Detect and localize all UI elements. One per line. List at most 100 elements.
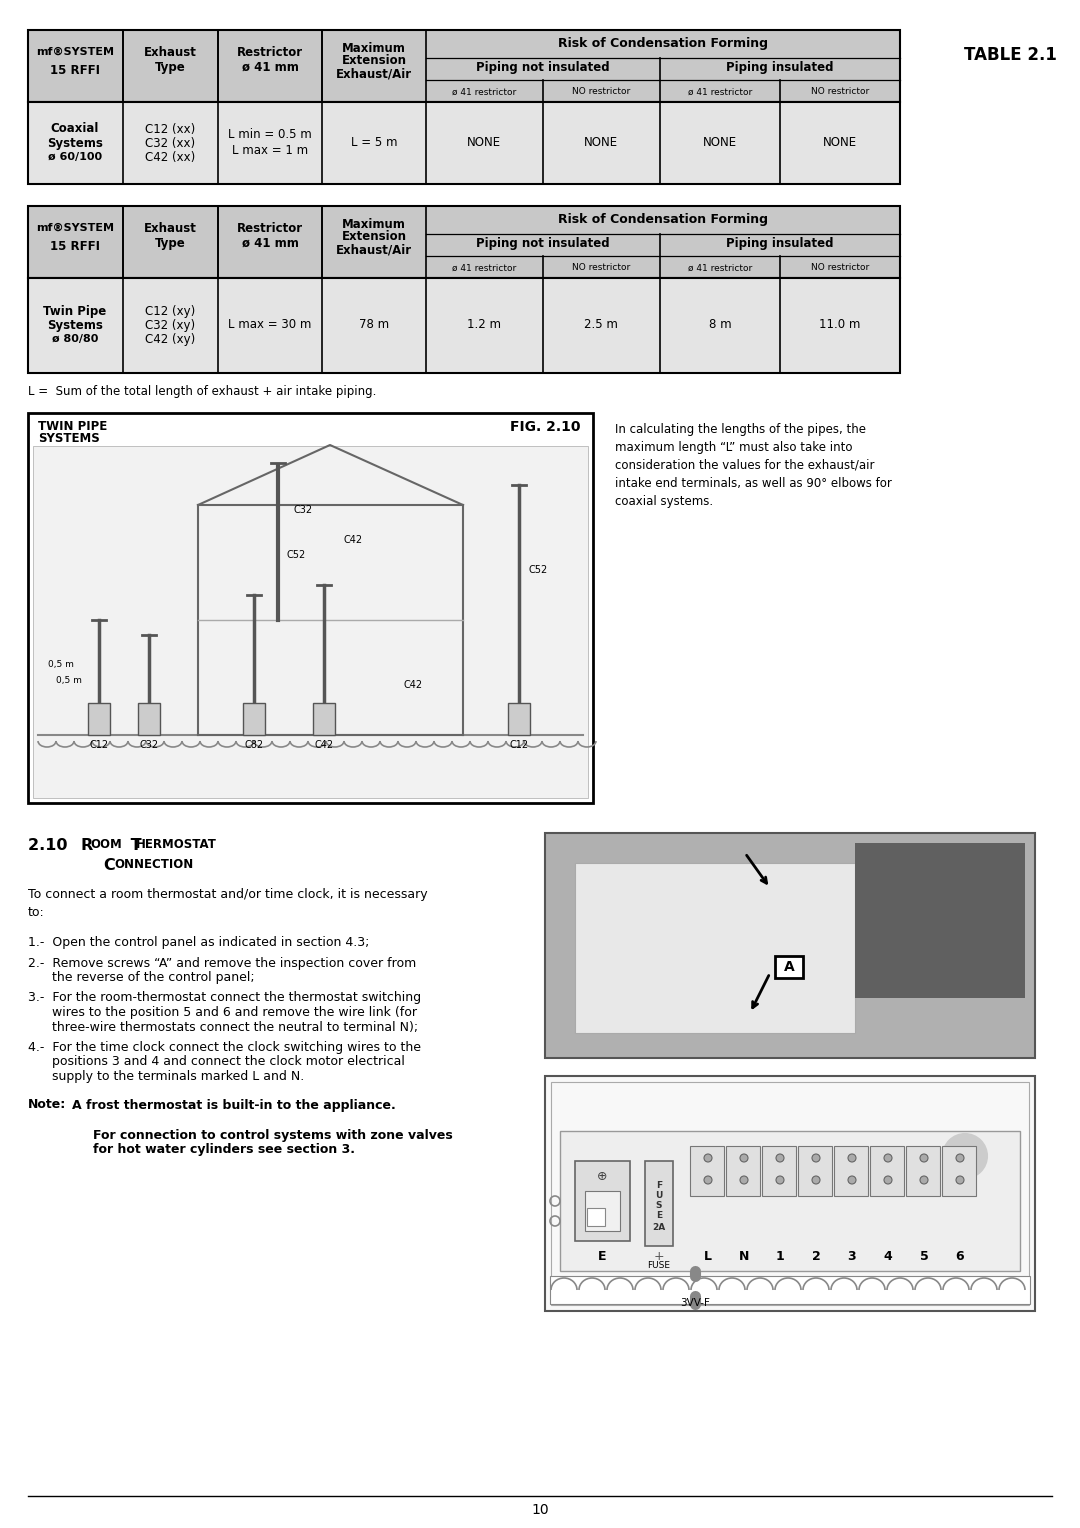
Bar xyxy=(588,1209,605,1225)
Text: NONE: NONE xyxy=(584,136,618,150)
Bar xyxy=(508,703,530,735)
Text: C12: C12 xyxy=(90,740,109,750)
Text: 8 m: 8 m xyxy=(708,318,731,332)
Text: 4: 4 xyxy=(883,1250,892,1262)
Bar xyxy=(645,1161,673,1245)
Text: ø 41 restrictor: ø 41 restrictor xyxy=(451,87,516,96)
Text: C42: C42 xyxy=(314,740,334,750)
Bar xyxy=(585,1190,620,1232)
Circle shape xyxy=(848,1177,856,1184)
Circle shape xyxy=(812,1177,820,1184)
Text: HERMOSTAT: HERMOSTAT xyxy=(136,837,217,851)
Text: C42: C42 xyxy=(343,535,363,545)
Text: 3VV-F: 3VV-F xyxy=(680,1297,710,1308)
Text: ø 41 restrictor: ø 41 restrictor xyxy=(688,263,752,272)
Text: Risk of Condensation Forming: Risk of Condensation Forming xyxy=(558,38,768,50)
Text: Extension: Extension xyxy=(341,55,406,67)
Text: C12: C12 xyxy=(510,740,528,750)
Bar xyxy=(775,957,804,978)
Text: 3.-  For the room-thermostat connect the thermostat switching: 3.- For the room-thermostat connect the … xyxy=(28,992,421,1004)
Text: 2A: 2A xyxy=(652,1224,665,1233)
Text: N: N xyxy=(739,1250,750,1262)
Text: L max = 1 m: L max = 1 m xyxy=(232,145,308,157)
Text: C: C xyxy=(103,859,114,872)
Text: C42 (xy): C42 (xy) xyxy=(145,333,195,345)
Text: supply to the terminals marked L and N.: supply to the terminals marked L and N. xyxy=(28,1070,305,1083)
Text: 6: 6 xyxy=(956,1250,964,1262)
Bar xyxy=(575,863,855,1033)
Text: Systems: Systems xyxy=(48,136,103,150)
Text: Exhaust: Exhaust xyxy=(144,222,197,234)
Circle shape xyxy=(848,1154,856,1161)
Circle shape xyxy=(740,1154,748,1161)
Bar xyxy=(551,1082,1029,1305)
Circle shape xyxy=(885,1154,892,1161)
Text: Type: Type xyxy=(154,237,186,249)
Text: OOM: OOM xyxy=(90,837,122,851)
Text: three-wire thermostats connect the neutral to terminal N);: three-wire thermostats connect the neutr… xyxy=(28,1021,418,1033)
Bar xyxy=(28,31,900,102)
Text: E: E xyxy=(597,1250,606,1262)
Bar xyxy=(545,833,1035,1057)
Text: C42 (xx): C42 (xx) xyxy=(145,150,195,163)
Text: Maximum: Maximum xyxy=(342,41,406,55)
Text: 2.-  Remove screws “A” and remove the inspection cover from: 2.- Remove screws “A” and remove the ins… xyxy=(28,957,416,969)
Text: Piping insulated: Piping insulated xyxy=(726,237,834,249)
Circle shape xyxy=(885,1177,892,1184)
Text: 3: 3 xyxy=(848,1250,856,1262)
Text: 4.-  For the time clock connect the clock switching wires to the: 4.- For the time clock connect the clock… xyxy=(28,1041,421,1054)
Text: positions 3 and 4 and connect the clock motor electrical: positions 3 and 4 and connect the clock … xyxy=(28,1056,405,1068)
Text: 1.-  Open the control panel as indicated in section 4.3;: 1.- Open the control panel as indicated … xyxy=(28,937,369,949)
Bar xyxy=(855,843,1025,998)
Bar xyxy=(942,1146,976,1196)
Bar xyxy=(243,703,265,735)
Text: To connect a room thermostat and/or time clock, it is necessary
to:: To connect a room thermostat and/or time… xyxy=(28,888,428,918)
Circle shape xyxy=(812,1154,820,1161)
Text: L = 5 m: L = 5 m xyxy=(351,136,397,150)
Text: FUSE: FUSE xyxy=(648,1262,671,1270)
Text: C32: C32 xyxy=(294,504,312,515)
Text: NO restrictor: NO restrictor xyxy=(572,87,630,96)
Text: For connection to control systems with zone valves: For connection to control systems with z… xyxy=(93,1129,453,1141)
Bar xyxy=(550,1276,1030,1303)
Text: TWIN PIPE: TWIN PIPE xyxy=(38,420,107,434)
Text: C42: C42 xyxy=(404,680,422,691)
Bar xyxy=(561,1131,1020,1271)
Text: the reverse of the control panel;: the reverse of the control panel; xyxy=(28,970,255,984)
Text: Extension: Extension xyxy=(341,231,406,243)
Bar xyxy=(313,703,335,735)
Text: FIG. 2.10: FIG. 2.10 xyxy=(511,420,581,434)
Text: SYSTEMS: SYSTEMS xyxy=(38,432,99,446)
Text: 2: 2 xyxy=(812,1250,821,1262)
Bar xyxy=(33,446,588,798)
Text: for hot water cylinders see section 3.: for hot water cylinders see section 3. xyxy=(93,1143,355,1155)
Text: L: L xyxy=(704,1250,712,1262)
Text: NONE: NONE xyxy=(467,136,501,150)
Text: L max = 30 m: L max = 30 m xyxy=(228,318,312,332)
Text: wires to the position 5 and 6 and remove the wire link (for: wires to the position 5 and 6 and remove… xyxy=(28,1005,417,1019)
Text: Maximum: Maximum xyxy=(342,217,406,231)
Text: 10: 10 xyxy=(531,1504,549,1517)
Text: 15 RFFI: 15 RFFI xyxy=(50,240,100,252)
Bar xyxy=(87,703,110,735)
Text: A: A xyxy=(784,960,795,973)
Text: A frost thermostat is built-in to the appliance.: A frost thermostat is built-in to the ap… xyxy=(72,1099,395,1111)
Bar xyxy=(575,1161,630,1241)
Bar xyxy=(690,1146,724,1196)
Text: 5: 5 xyxy=(920,1250,929,1262)
Text: ONNECTION: ONNECTION xyxy=(114,859,193,871)
Text: Exhaust/Air: Exhaust/Air xyxy=(336,243,413,257)
Text: ⊕: ⊕ xyxy=(597,1169,607,1183)
Text: mf®SYSTEM: mf®SYSTEM xyxy=(36,47,114,57)
Text: C82: C82 xyxy=(244,740,264,750)
Text: Coaxial: Coaxial xyxy=(51,122,99,136)
Bar xyxy=(28,206,900,278)
Bar xyxy=(28,413,593,804)
Text: Exhaust/Air: Exhaust/Air xyxy=(336,67,413,81)
Text: 78 m: 78 m xyxy=(359,318,389,332)
Text: L =  Sum of the total length of exhaust + air intake piping.: L = Sum of the total length of exhaust +… xyxy=(28,385,376,397)
Text: F: F xyxy=(656,1181,662,1190)
Text: NO restrictor: NO restrictor xyxy=(811,263,869,272)
Text: ø 80/80: ø 80/80 xyxy=(52,335,98,344)
Bar xyxy=(28,278,900,373)
